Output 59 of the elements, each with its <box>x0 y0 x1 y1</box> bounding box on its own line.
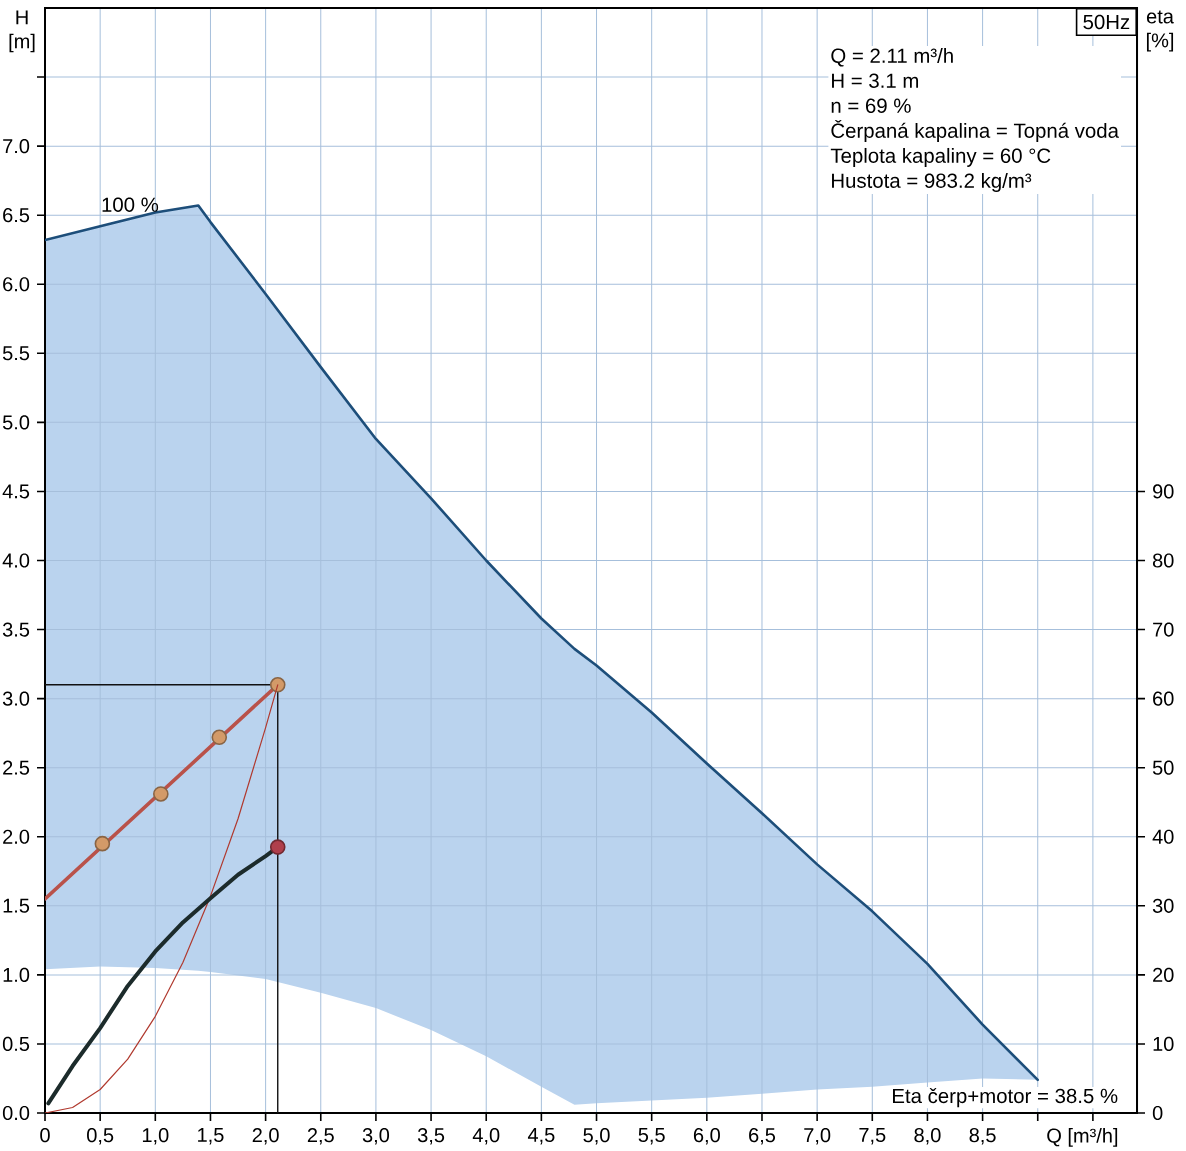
annotation: Teplota kapaliny = 60 °C <box>830 147 1051 167</box>
y-tick-label: 1.0 <box>3 967 30 982</box>
y2-tick-label: 10 <box>1153 1036 1174 1052</box>
x-tick-label: 4,5 <box>527 1128 555 1145</box>
annotation: n = 69 % <box>831 98 911 113</box>
y-tick-label: 3.5 <box>2 622 30 637</box>
x-tick-label: 2,5 <box>307 1128 334 1145</box>
y2-tick-label: 80 <box>1152 553 1174 568</box>
x-tick-label: 4,0 <box>472 1128 500 1145</box>
chart-title: 50Hz <box>1083 14 1130 30</box>
y-tick-label: 5.5 <box>2 346 30 361</box>
point <box>211 729 228 746</box>
y2-axis-title: eta [%] <box>1146 10 1174 52</box>
y2-tick-label: 0 <box>1152 1105 1163 1121</box>
y2-tick-label: 30 <box>1152 898 1174 913</box>
y-tick-label: 4.0 <box>2 553 30 568</box>
y2-tick-label: 60 <box>1153 691 1174 706</box>
y-tick-label: 7.0 <box>3 139 30 154</box>
point <box>153 786 169 802</box>
x-tick-label: 1,0 <box>142 1128 169 1145</box>
annotation: Q = 2.11 m³/h <box>831 47 953 67</box>
y-tick-label: 6.0 <box>3 277 30 292</box>
x-tick-label: 0,5 <box>87 1128 114 1145</box>
x-tick-label: 7,5 <box>859 1128 886 1145</box>
x-tick-label: 3,0 <box>362 1128 390 1145</box>
y-tick-label: 2.5 <box>3 760 30 775</box>
x-tick-label: 3,5 <box>417 1128 445 1145</box>
y-axis-title: H [m] <box>9 10 35 53</box>
x-tick-label: 2,0 <box>252 1128 279 1145</box>
x-tick-label: 0 <box>40 1128 50 1143</box>
y-tick-label: 6.5 <box>3 208 30 223</box>
point <box>94 835 111 852</box>
y-tick-label: 0.5 <box>2 1036 30 1052</box>
x-axis-title: Q [m³/h] <box>1047 1128 1118 1147</box>
annotation: Hustota = 983.2 kg/m³ <box>832 172 1032 192</box>
y-tick-label: 2.0 <box>3 829 30 844</box>
y-tick-label: 3.0 <box>2 691 30 706</box>
y-tick-label: 5.0 <box>2 415 30 430</box>
y-tick-label: 0.0 <box>2 1105 30 1121</box>
point <box>269 677 286 693</box>
annotation: 100 % <box>102 197 159 212</box>
y2-tick-label: 40 <box>1152 829 1174 844</box>
x-tick-label: 6,5 <box>749 1128 776 1145</box>
x-tick-label: 5,5 <box>638 1128 665 1145</box>
x-tick-label: 8,0 <box>914 1128 941 1145</box>
y2-tick-label: 50 <box>1152 760 1174 775</box>
x-tick-label: 6,0 <box>693 1128 720 1145</box>
x-tick-label: 1,5 <box>198 1128 224 1145</box>
x-tick-label: 7,0 <box>804 1128 831 1145</box>
y2-tick-label: 20 <box>1153 967 1174 982</box>
x-tick-label: 8,5 <box>969 1128 996 1145</box>
x-tick-label: 5,0 <box>583 1128 610 1145</box>
annotation: H = 3.1 m <box>832 73 919 88</box>
annotation: Čerpaná kapalina = Topná voda <box>831 119 1119 142</box>
y-tick-label: 4.5 <box>2 484 30 499</box>
y2-tick-label: 70 <box>1153 622 1174 637</box>
y-tick-label: 1.5 <box>3 898 30 913</box>
annotation: Eta čerp+motor = 38.5 % <box>893 1088 1118 1108</box>
y2-tick-label: 90 <box>1153 484 1174 499</box>
